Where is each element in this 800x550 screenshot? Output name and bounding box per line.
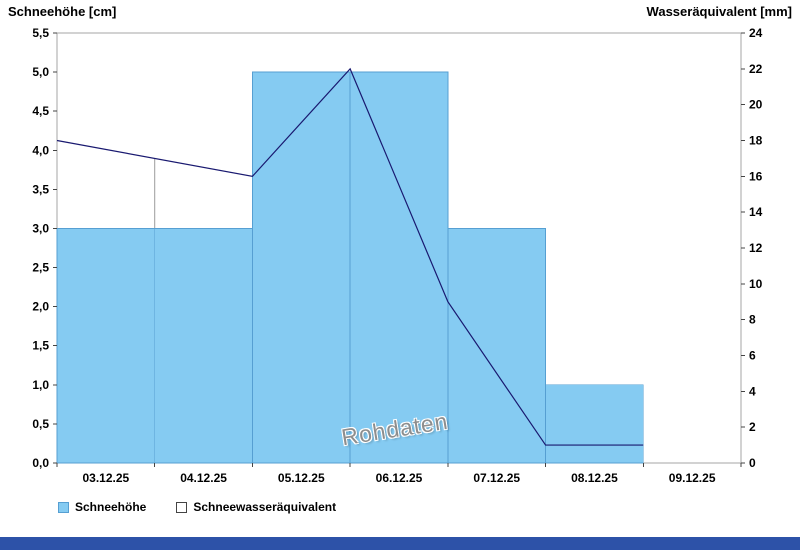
x-axis-date-label: 05.12.25: [278, 471, 325, 485]
snow-height-bar: [545, 384, 644, 464]
legend-label: Schneehöhe: [75, 500, 147, 514]
left-axis-tick-label: 2,0: [32, 300, 49, 314]
legend-label: Schneewasseräquivalent: [193, 500, 337, 514]
left-axis-tick-label: 5,0: [32, 65, 49, 79]
left-axis-tick-label: 3,5: [32, 182, 49, 196]
x-axis-date-label: 06.12.25: [376, 471, 423, 485]
left-axis-title: Schneehöhe [cm]: [8, 4, 117, 19]
right-axis-tick-label: 22: [749, 62, 763, 76]
left-axis-tick-label: 5,5: [32, 26, 49, 40]
right-axis-tick-label: 16: [749, 169, 763, 183]
chart-plot-area: 0,00,51,01,52,02,53,03,54,04,55,05,50246…: [32, 26, 763, 485]
snow-height-bar: [447, 228, 546, 464]
left-axis-tick-label: 3,0: [32, 221, 49, 235]
x-axis-date-label: 08.12.25: [571, 471, 618, 485]
left-axis-tick-label: 4,5: [32, 104, 49, 118]
left-axis-tick-label: 1,5: [32, 339, 49, 353]
x-axis-date-label: 03.12.25: [82, 471, 129, 485]
snow-height-bar: [349, 71, 449, 464]
snow-height-bar: [252, 71, 351, 464]
water-equivalent-line: [56, 67, 644, 446]
right-axis-tick-label: 18: [749, 134, 763, 148]
right-axis-tick-label: 2: [749, 420, 756, 434]
right-axis-tick-label: 6: [749, 349, 756, 363]
left-axis-tick-label: 1,0: [32, 378, 49, 392]
left-axis-tick-label: 0,0: [32, 456, 49, 470]
snow-height-bar: [154, 228, 253, 464]
bar-series-swatch-icon: [58, 501, 69, 513]
left-axis-tick-label: 4,0: [32, 143, 49, 157]
left-axis-tick-label: 2,5: [32, 261, 49, 275]
chart-legend: Schneehöhe Schneewasseräquivalent: [58, 500, 336, 514]
right-axis-tick-label: 12: [749, 241, 763, 255]
x-axis-date-label: 04.12.25: [180, 471, 227, 485]
right-axis-title: Wasseräquivalent [mm]: [646, 4, 792, 19]
line-series-swatch-icon: [176, 501, 188, 513]
legend-item-schneewasseraequivalent: Schneewasseräquivalent: [176, 500, 336, 514]
snow-height-bar: [56, 228, 156, 464]
right-axis-tick-label: 10: [749, 277, 763, 291]
window-bottom-strip: [0, 537, 800, 550]
x-axis-date-label: 07.12.25: [473, 471, 520, 485]
right-axis-tick-label: 14: [749, 205, 763, 219]
right-axis-tick-label: 24: [749, 26, 763, 40]
legend-item-schneehoehe: Schneehöhe: [58, 500, 146, 514]
x-axis-date-label: 09.12.25: [669, 471, 716, 485]
right-axis-tick-label: 4: [749, 384, 756, 398]
right-axis-tick-label: 20: [749, 98, 763, 112]
left-axis-tick-label: 0,5: [32, 417, 49, 431]
right-axis-tick-label: 0: [749, 456, 756, 470]
right-axis-tick-label: 8: [749, 313, 756, 327]
